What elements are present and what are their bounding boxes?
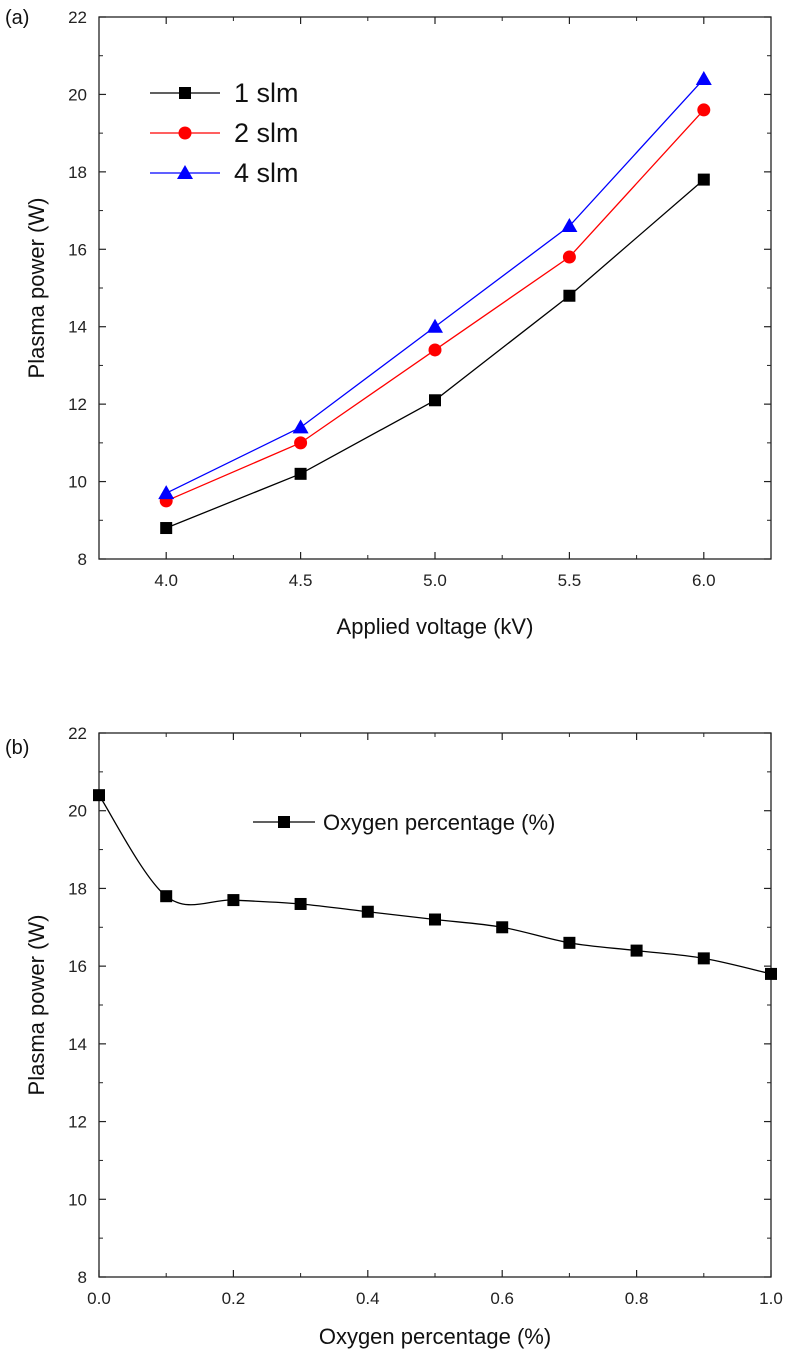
data-point-series-1 (562, 250, 576, 264)
series-markers-b (93, 789, 777, 980)
y-tick-label: 14 (68, 318, 87, 337)
data-point-series-0 (160, 890, 173, 903)
legend-marker (177, 165, 193, 179)
series-markers-a (158, 70, 712, 535)
y-tick-label: 16 (68, 957, 87, 976)
data-point-series-0 (563, 289, 576, 302)
y-tick-label: 12 (68, 1113, 87, 1132)
y-tick-label: 10 (68, 473, 87, 492)
data-point-series-0 (765, 967, 777, 980)
data-point-series-0 (630, 944, 643, 957)
data-point-series-2 (292, 419, 309, 434)
x-tick-label: 6.0 (692, 571, 716, 590)
legend-label: 2 slm (234, 118, 299, 148)
data-point-series-2 (695, 70, 712, 85)
data-point-series-2 (427, 318, 443, 333)
y-tick-label: 12 (68, 395, 87, 414)
data-point-series-1 (697, 103, 711, 117)
y-tick-label: 8 (78, 550, 87, 569)
data-point-series-1 (428, 343, 442, 357)
legend-marker (179, 87, 191, 99)
data-point-series-0 (563, 936, 576, 949)
data-point-series-0 (294, 897, 307, 910)
legend-marker (178, 126, 192, 140)
data-point-series-1 (294, 436, 308, 450)
legend-b: Oxygen percentage (%) (253, 810, 555, 835)
data-point-series-0 (496, 921, 509, 934)
data-point-series-2 (561, 218, 578, 233)
x-tick-label: 0.4 (356, 1289, 380, 1308)
y-tick-label: 14 (68, 1035, 87, 1054)
x-tick-label: 0.2 (222, 1289, 246, 1308)
x-tick-label: 4.0 (154, 571, 178, 590)
x-tick-label: 5.5 (558, 571, 582, 590)
plot-frame-a (98, 16, 772, 560)
legend-marker (278, 816, 290, 828)
chart-a: (a) 8 10 12 14 16 18 20 22 4.0 4.5 5.0 5.5 6.0 1 slm… (5, 7, 772, 639)
x-tick-label: 0.0 (87, 1289, 111, 1308)
x-tick-label: 1.0 (759, 1289, 783, 1308)
y-tick-label: 20 (68, 85, 87, 104)
data-point-series-0 (93, 789, 105, 802)
y-tick-label: 22 (68, 8, 87, 27)
axis-ticks-b: 8 10 12 14 16 18 20 22 0.0 0.2 0.4 0.6 0.8 1.0 (68, 724, 783, 1308)
y-tick-label: 22 (68, 724, 87, 743)
y-tick-label: 18 (68, 879, 87, 898)
axis-ticks-a: 8 10 12 14 16 18 20 22 4.0 4.5 5.0 5.5 6.0 (68, 8, 771, 590)
data-point-series-0 (160, 522, 173, 535)
chart-b: (b) 8 10 12 14 16 18 20 22 0.0 0.2 0.4 0.6 0.8 1.0 Ox… (5, 724, 783, 1349)
data-point-series-0 (429, 913, 441, 926)
x-tick-label: 4.5 (289, 571, 313, 590)
data-point-series-0 (227, 894, 240, 907)
x-tick-label: 5.0 (423, 571, 447, 590)
x-tick-label: 0.6 (490, 1289, 514, 1308)
y-tick-label: 8 (78, 1268, 87, 1287)
data-point-series-0 (697, 952, 710, 965)
y-tick-label: 10 (68, 1190, 87, 1209)
y-tick-label: 18 (68, 163, 87, 182)
panel-label-b: (b) (5, 737, 29, 759)
x-axis-title-b: Oxygen percentage (%) (319, 1324, 551, 1349)
data-point-series-0 (429, 394, 441, 407)
panel-label-a: (a) (5, 7, 29, 29)
legend-a: 1 slm 2 slm 4 slm (150, 78, 299, 188)
data-point-series-0 (294, 467, 307, 480)
y-axis-title-a: Plasma power (W) (24, 198, 49, 379)
legend-label: 1 slm (234, 78, 299, 108)
y-tick-label: 16 (68, 240, 87, 259)
x-axis-title-a: Applied voltage (kV) (337, 614, 534, 639)
data-point-series-0 (697, 173, 710, 186)
legend-label: 4 slm (234, 158, 299, 188)
legend-label: Oxygen percentage (%) (323, 810, 555, 835)
y-tick-label: 20 (68, 802, 87, 821)
y-axis-title-b: Plasma power (W) (24, 915, 49, 1096)
x-tick-label: 0.8 (625, 1289, 649, 1308)
data-point-series-2 (158, 485, 175, 500)
data-point-series-0 (361, 905, 374, 918)
